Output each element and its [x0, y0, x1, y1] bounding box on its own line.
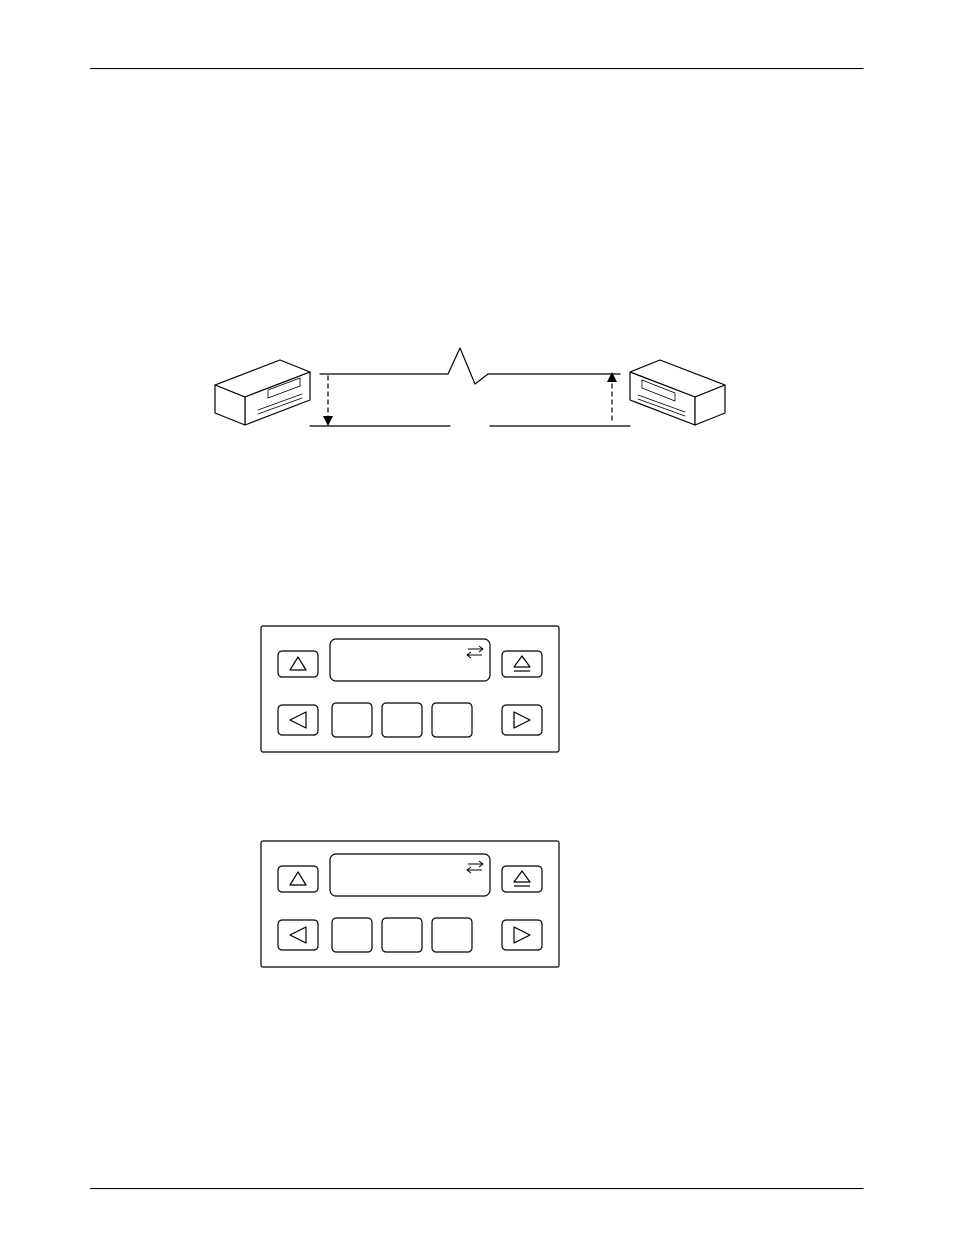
button-blank-2[interactable]	[382, 703, 422, 737]
footer-rule	[90, 1188, 864, 1190]
link-line-top	[320, 348, 620, 384]
button-blank-2[interactable]	[382, 918, 422, 952]
button-blank-3[interactable]	[432, 703, 472, 737]
button-right[interactable]	[502, 920, 542, 950]
button-blank-1[interactable]	[332, 918, 372, 952]
arrow-left-down-head	[323, 416, 333, 426]
button-right[interactable]	[502, 705, 542, 735]
document-page: { "figures": { "network_diagram": { "typ…	[0, 0, 954, 1235]
header-rule	[90, 68, 864, 70]
button-blank-1[interactable]	[332, 703, 372, 737]
button-eject[interactable]	[502, 866, 542, 892]
device-left	[215, 360, 310, 425]
control-panel-1	[260, 625, 560, 755]
lcd-window	[330, 854, 490, 896]
lcd-window	[330, 639, 490, 681]
button-up[interactable]	[278, 651, 318, 677]
button-blank-3[interactable]	[432, 918, 472, 952]
button-left[interactable]	[278, 705, 318, 735]
device-right	[630, 360, 725, 425]
button-up[interactable]	[278, 866, 318, 892]
control-panel-2	[260, 840, 560, 970]
button-left[interactable]	[278, 920, 318, 950]
network-diagram	[210, 340, 730, 460]
button-eject[interactable]	[502, 651, 542, 677]
